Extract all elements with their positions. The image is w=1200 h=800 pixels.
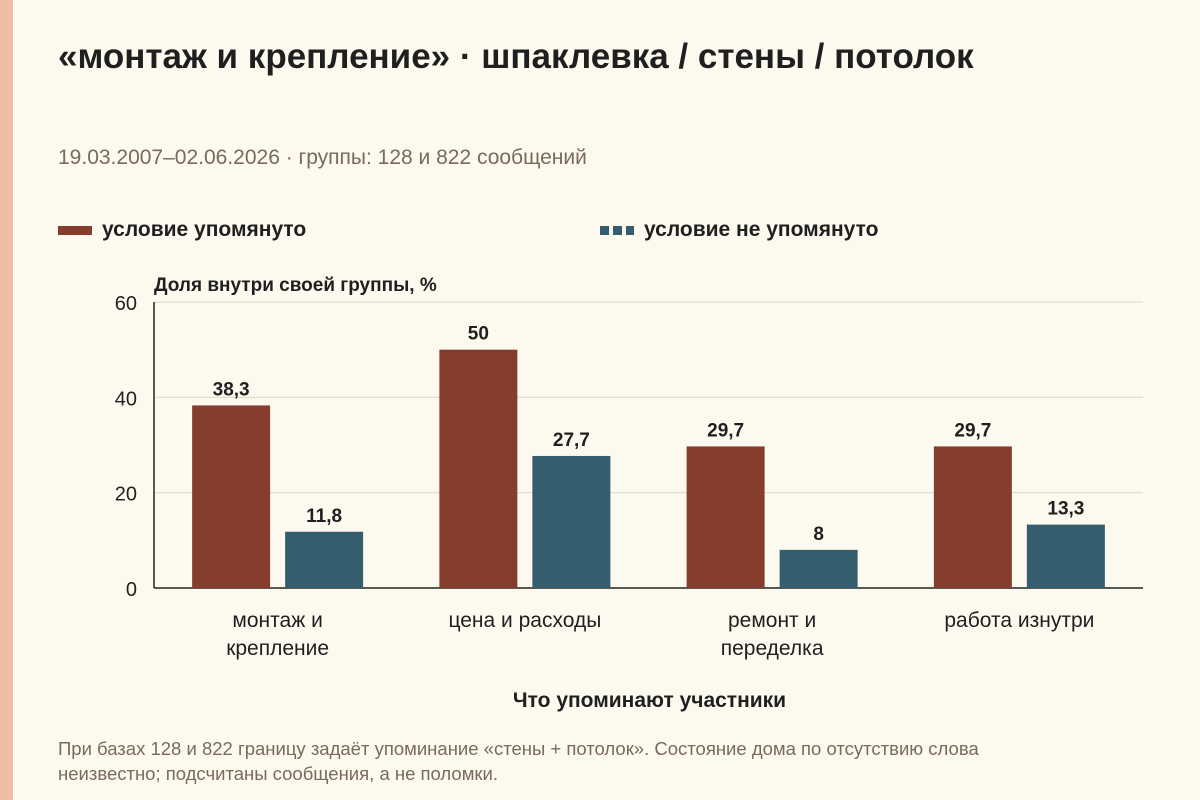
legend-item-not-mentioned: условие не упомянуто <box>600 218 878 242</box>
legend: условие упомянуто условие не упомянуто <box>0 218 1200 248</box>
chart-subtitle: 19.03.2007–02.06.2026 · группы: 128 и 82… <box>58 146 587 169</box>
legend-swatch-not-mentioned <box>600 225 634 235</box>
x-tick-label-line: работа изнутри <box>944 609 1094 632</box>
data-label: 38,3 <box>213 379 250 400</box>
accent-bar <box>0 0 13 800</box>
data-label: 27,7 <box>553 430 590 451</box>
x-tick-label: цена и расходы <box>448 609 601 632</box>
data-label: 8 <box>813 524 824 545</box>
chart-title: «монтаж и крепление» · шпаклевка / стены… <box>58 37 974 76</box>
bar-not-mentioned <box>285 531 364 588</box>
bar-mentioned <box>192 405 271 588</box>
y-axis-label: Доля внутри своей группы, % <box>154 275 437 296</box>
legend-item-mentioned: условие упомянуто <box>58 218 306 242</box>
y-tick-label: 40 <box>115 388 137 410</box>
x-tick-label-line: крепление <box>226 637 329 660</box>
legend-label-not-mentioned: условие не упомянуто <box>644 218 879 241</box>
y-tick-label: 20 <box>115 484 137 506</box>
bar-not-mentioned <box>532 455 611 588</box>
bar-not-mentioned <box>779 549 858 588</box>
bar-not-mentioned <box>1026 524 1105 588</box>
y-tick-label: 60 <box>115 293 137 315</box>
data-label: 29,7 <box>954 420 991 441</box>
x-tick-label: ремонт и переделка <box>721 609 824 660</box>
bar-mentioned <box>439 349 518 588</box>
bar-mentioned <box>686 446 765 588</box>
bar-mentioned <box>933 446 1012 588</box>
x-tick-label: монтаж и крепление <box>226 609 329 660</box>
data-label: 11,8 <box>306 506 342 527</box>
x-tick-label-line: переделка <box>721 637 824 660</box>
x-tick-label-line: монтаж и <box>232 609 322 632</box>
footnote: При базах 128 и 822 границу задаёт упоми… <box>58 738 979 784</box>
legend-label-mentioned: условие упомянуто <box>102 218 307 241</box>
x-axis-label: Что упоминают участники <box>513 689 786 712</box>
data-label: 50 <box>468 324 489 345</box>
x-tick-label-line: цена и расходы <box>448 609 601 632</box>
legend-swatch-mentioned <box>58 225 92 235</box>
bar-chart: 0 20 40 60 Доля внутри своей группы, % 38,3 11… <box>115 275 1143 712</box>
y-tick-label: 0 <box>126 579 137 601</box>
x-tick-label: работа изнутри <box>944 609 1094 632</box>
data-label: 13,3 <box>1047 499 1084 520</box>
x-tick-label-line: ремонт и <box>728 609 816 632</box>
data-label: 29,7 <box>707 420 744 441</box>
